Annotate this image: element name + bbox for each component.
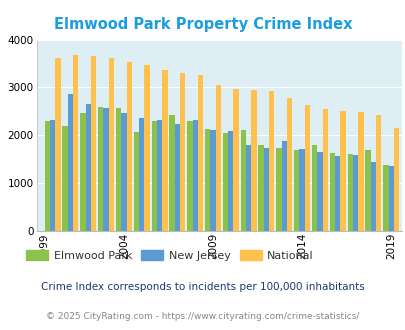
- Bar: [357, 112, 363, 231]
- Bar: [275, 148, 281, 231]
- Bar: [156, 120, 162, 231]
- Bar: [251, 90, 256, 231]
- Bar: [228, 131, 233, 231]
- Bar: [281, 141, 286, 231]
- Bar: [169, 115, 174, 231]
- Text: Elmwood Park Property Crime Index: Elmwood Park Property Crime Index: [53, 16, 352, 31]
- Bar: [133, 132, 139, 231]
- Bar: [192, 120, 197, 231]
- Bar: [109, 58, 114, 231]
- Bar: [115, 108, 121, 231]
- Bar: [144, 65, 149, 231]
- Bar: [126, 62, 132, 231]
- Bar: [382, 165, 388, 231]
- Bar: [98, 107, 103, 231]
- Bar: [80, 113, 85, 231]
- Bar: [222, 133, 228, 231]
- Bar: [329, 153, 334, 231]
- Bar: [293, 150, 299, 231]
- Bar: [205, 129, 210, 231]
- Text: Crime Index corresponds to incidents per 100,000 inhabitants: Crime Index corresponds to incidents per…: [41, 282, 364, 292]
- Bar: [174, 124, 179, 231]
- Bar: [55, 58, 60, 231]
- Bar: [311, 145, 316, 231]
- Bar: [375, 115, 381, 231]
- Bar: [73, 55, 78, 231]
- Bar: [162, 70, 167, 231]
- Bar: [286, 98, 292, 231]
- Bar: [269, 91, 274, 231]
- Bar: [347, 154, 352, 231]
- Bar: [364, 150, 370, 231]
- Bar: [62, 126, 68, 231]
- Bar: [187, 121, 192, 231]
- Bar: [85, 104, 91, 231]
- Bar: [299, 149, 304, 231]
- Bar: [352, 155, 357, 231]
- Bar: [45, 121, 50, 231]
- Bar: [245, 145, 251, 231]
- Bar: [103, 108, 109, 231]
- Bar: [215, 84, 220, 231]
- Bar: [121, 113, 126, 231]
- Bar: [139, 117, 144, 231]
- Bar: [233, 89, 238, 231]
- Bar: [322, 109, 327, 231]
- Bar: [334, 156, 340, 231]
- Bar: [197, 75, 202, 231]
- Text: © 2025 CityRating.com - https://www.cityrating.com/crime-statistics/: © 2025 CityRating.com - https://www.city…: [46, 312, 359, 321]
- Bar: [340, 111, 345, 231]
- Bar: [91, 56, 96, 231]
- Bar: [258, 145, 263, 231]
- Bar: [210, 130, 215, 231]
- Legend: Elmwood Park, New Jersey, National: Elmwood Park, New Jersey, National: [26, 250, 313, 260]
- Bar: [304, 105, 309, 231]
- Bar: [316, 151, 322, 231]
- Bar: [179, 73, 185, 231]
- Bar: [393, 128, 398, 231]
- Bar: [263, 148, 269, 231]
- Bar: [151, 121, 156, 231]
- Bar: [370, 162, 375, 231]
- Bar: [388, 166, 393, 231]
- Bar: [68, 94, 73, 231]
- Bar: [50, 120, 55, 231]
- Bar: [240, 130, 245, 231]
